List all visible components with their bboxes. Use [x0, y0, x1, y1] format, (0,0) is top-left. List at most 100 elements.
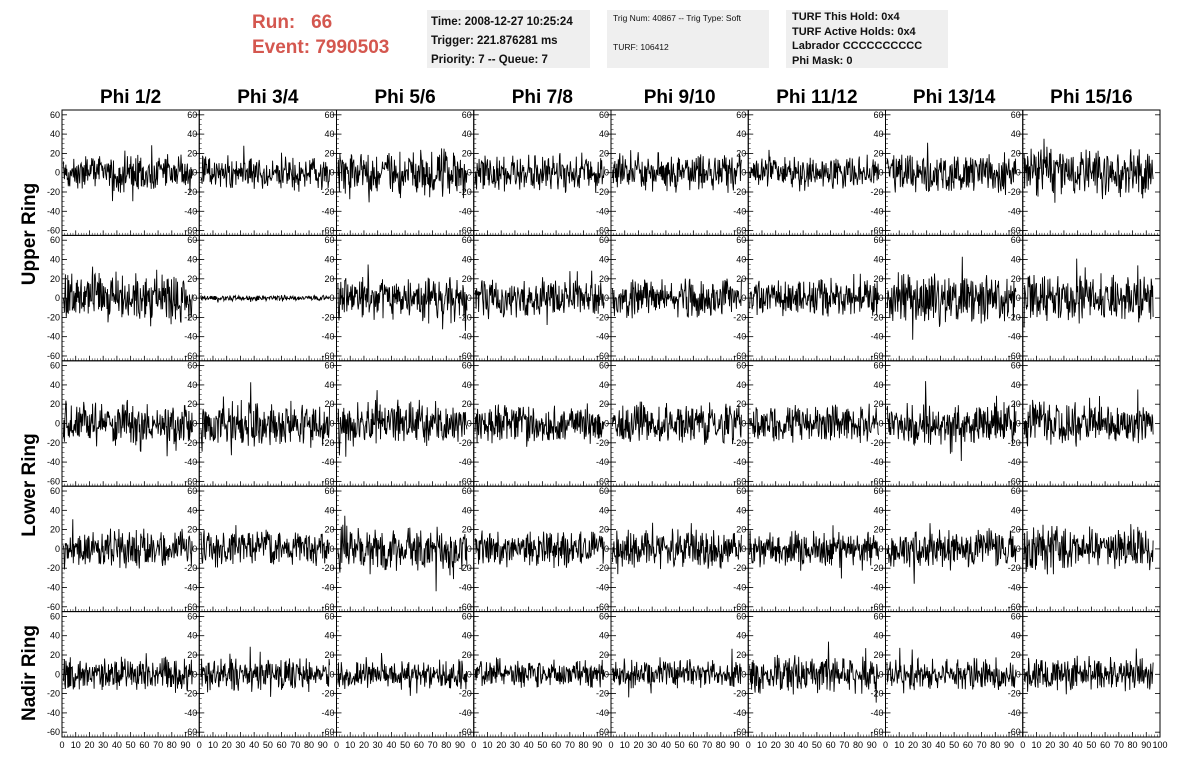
- waveform-panel: 60 40 20 0 -20 -40 -60: [733, 360, 886, 487]
- x-tick-label: 70: [1114, 740, 1124, 750]
- waveform-trace: [474, 530, 605, 569]
- waveform-trace: [337, 515, 468, 592]
- waveform-trace: [1023, 648, 1154, 695]
- priority-text: Priority: 7 -- Queue: 7: [431, 54, 548, 66]
- x-tick-label: 70: [565, 740, 575, 750]
- y-tick-label: 60: [736, 361, 746, 371]
- waveform-panel: 60 40 20 0 -20 -40 -60: [1008, 234, 1161, 362]
- waveform-trace: [886, 381, 1017, 462]
- y-tick-label: 20: [873, 148, 883, 158]
- y-tick-label: -20: [596, 312, 609, 322]
- y-tick-label: -60: [596, 351, 609, 361]
- y-tick-label: 60: [187, 110, 197, 120]
- x-tick-label: 0: [334, 740, 339, 750]
- y-tick-label: 0: [329, 544, 334, 554]
- y-tick-label: 60: [873, 611, 883, 621]
- waveform-trace: [337, 148, 468, 203]
- y-tick-label: 60: [1011, 486, 1021, 496]
- y-tick-label: 40: [50, 505, 60, 515]
- y-tick-label: 0: [604, 419, 609, 429]
- labrador-text: Labrador CCCCCCCCCC: [792, 40, 923, 52]
- y-tick-label: 20: [736, 399, 746, 409]
- x-tick-label: 10: [345, 740, 355, 750]
- y-tick-label: 0: [329, 669, 334, 679]
- y-tick-label: -40: [870, 206, 883, 216]
- y-tick-label: 40: [324, 129, 334, 139]
- y-tick-label: 40: [736, 505, 746, 515]
- x-tick-label: 20: [633, 740, 643, 750]
- waveform-panel: 60 40 20 0 -20 -40 -60: [870, 234, 1024, 362]
- waveform-trace: [62, 519, 193, 570]
- waveform-trace: [611, 150, 742, 193]
- y-tick-label: -20: [321, 187, 334, 197]
- y-tick-label: 0: [878, 419, 883, 429]
- y-tick-label: 0: [1016, 293, 1021, 303]
- y-tick-label: -60: [596, 476, 609, 486]
- x-tick-label: 80: [716, 740, 726, 750]
- waveform-trace: [749, 403, 880, 444]
- y-tick-label: 60: [736, 486, 746, 496]
- waveform-panel: 60 40 20 0 -20 -40 -60: [184, 611, 337, 738]
- y-tick-label: 0: [741, 669, 746, 679]
- turf-active-text: TURF Active Holds: 0x4: [792, 25, 916, 38]
- y-tick-label: -40: [321, 332, 334, 342]
- x-tick-label: 30: [922, 740, 932, 750]
- x-tick-label: 40: [112, 740, 122, 750]
- y-tick-label: 40: [873, 255, 883, 265]
- x-tick-label: 0: [197, 740, 202, 750]
- x-tick-label: 70: [977, 740, 987, 750]
- y-tick-label: -20: [1008, 187, 1021, 197]
- x-tick-label: 50: [1086, 740, 1096, 750]
- y-tick-label: -20: [184, 563, 197, 573]
- y-tick-label: -60: [459, 602, 472, 612]
- y-tick-label: -60: [1008, 351, 1021, 361]
- y-tick-label: 60: [187, 235, 197, 245]
- waveform-panel: 60 40 20 0 -20 -40 -60: [596, 611, 749, 738]
- x-tick-label: 20: [359, 740, 369, 750]
- waveform-trace: [886, 142, 1017, 196]
- y-tick-label: 40: [736, 129, 746, 139]
- y-tick-label: 60: [1011, 361, 1021, 371]
- x-tick-label: 10: [757, 740, 767, 750]
- y-tick-label: -60: [184, 727, 197, 737]
- x-tick-label: 60: [688, 740, 698, 750]
- y-tick-label: -60: [870, 476, 883, 486]
- x-tick-label: 50: [812, 740, 822, 750]
- x-tick-label: 40: [1073, 740, 1083, 750]
- waveform-trace: [1023, 258, 1154, 328]
- y-tick-label: 20: [1011, 148, 1021, 158]
- column-title-4: Phi 7/8: [511, 87, 573, 108]
- y-tick-label: 40: [324, 255, 334, 265]
- waveform-trace: [200, 382, 331, 456]
- y-tick-label: -60: [47, 351, 60, 361]
- x-tick-label: 30: [784, 740, 794, 750]
- waveform-trace: [886, 647, 1017, 694]
- y-tick-label: -20: [733, 563, 746, 573]
- y-tick-label: -20: [184, 312, 197, 322]
- x-tick-label: 0: [883, 740, 888, 750]
- y-tick-label: 40: [462, 255, 472, 265]
- y-tick-label: 0: [878, 544, 883, 554]
- y-tick-label: 0: [329, 168, 334, 178]
- y-tick-label: 0: [192, 669, 197, 679]
- waveform-trace: [62, 266, 193, 327]
- y-tick-label: -40: [184, 206, 197, 216]
- waveform-panel: 60 40 20 0 -20 -40 -60: [459, 611, 612, 738]
- waveform-trace: [1023, 524, 1154, 575]
- y-tick-label: -40: [459, 206, 472, 216]
- waveform-panel: 60 40 20 0 -20 -40 -60: [184, 234, 337, 362]
- x-tick-label: 70: [428, 740, 438, 750]
- y-tick-label: 60: [324, 110, 334, 120]
- waveform-panel: 60 40 20 0 -20 -40 -60: [184, 485, 337, 613]
- y-tick-label: -60: [47, 476, 60, 486]
- column-title-7: Phi 13/14: [912, 87, 996, 108]
- waveform-panel: 60 40 20 0 -20 -40 -60: [870, 485, 1024, 613]
- y-tick-label: -20: [870, 689, 883, 699]
- waveform-panel: 60 40 20 0 -20 -40 -60: [459, 485, 612, 613]
- y-tick-label: 20: [50, 650, 60, 660]
- y-tick-label: 0: [192, 168, 197, 178]
- y-tick-label: 40: [736, 380, 746, 390]
- x-tick-label: 30: [647, 740, 657, 750]
- y-tick-label: -60: [459, 226, 472, 236]
- waveform-panel: 60 40 20 0 -20 -40 -60: [733, 611, 886, 738]
